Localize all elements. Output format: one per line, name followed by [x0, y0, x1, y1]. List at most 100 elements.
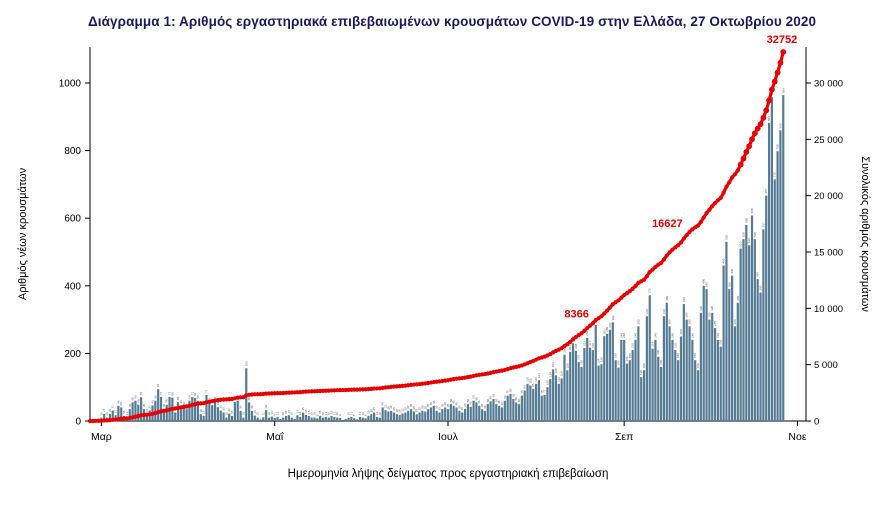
daily-cases-bar [455, 407, 458, 421]
cumulative-dot [749, 136, 755, 143]
daily-cases-bar [248, 402, 251, 421]
daily-cases-bar [640, 377, 643, 421]
bar-value-label: 80 [509, 388, 513, 392]
cumulative-dot [743, 149, 750, 155]
bar-value-label: 420 [756, 272, 760, 277]
bar-value-label: 32 [383, 405, 387, 409]
daily-cases-bar [103, 413, 106, 421]
daily-cases-bar [427, 409, 430, 421]
bar-value-label: 28 [386, 406, 390, 410]
daily-cases-bar [509, 393, 512, 421]
daily-cases-bar [111, 410, 114, 421]
daily-cases-bar [398, 414, 401, 421]
bar-value-label: 10 [321, 412, 325, 416]
bar-value-label: 45 [497, 400, 501, 404]
daily-cases-bar [529, 385, 532, 421]
bar-value-label: 30 [435, 405, 439, 409]
daily-cases-bar [336, 417, 339, 421]
bar-value-label: 251 [602, 329, 606, 334]
bar-value-label: 70 [139, 392, 143, 396]
daily-cases-bar [651, 348, 654, 421]
cumulative-dot [582, 328, 587, 333]
bar-value-label: 68 [193, 392, 197, 396]
bar-value-label: 380 [759, 285, 763, 290]
bar-value-label: 12 [324, 411, 328, 415]
cumulative-dot [664, 253, 669, 258]
daily-cases-bar [373, 412, 376, 421]
daily-cases-bar [267, 417, 271, 421]
cumulative-dot [590, 321, 596, 326]
bar-value-label: 280 [636, 319, 640, 324]
daily-cases-bar [577, 361, 580, 421]
bar-value-label: 160 [580, 360, 584, 365]
bar-value-label: 25 [460, 407, 464, 411]
daily-cases-bar [779, 130, 782, 421]
daily-cases-bar [384, 410, 387, 421]
daily-cases-bar [736, 302, 739, 421]
daily-cases-bar [239, 410, 242, 421]
daily-cases-bar [404, 412, 407, 421]
daily-cases-bar [341, 419, 344, 421]
bar-value-label: 56 [176, 396, 180, 400]
daily-cases-bar [211, 405, 214, 421]
daily-cases-bar [677, 360, 680, 421]
bar-value-label: 538 [753, 232, 757, 237]
daily-cases-bar [546, 387, 549, 421]
daily-cases-bar [441, 409, 444, 421]
cumulative-dot [565, 342, 570, 347]
x-tick-label: Σεπ [615, 431, 633, 443]
daily-cases-bar [625, 363, 629, 421]
daily-cases-bar [759, 292, 762, 421]
bar-value-label: 30 [406, 405, 410, 409]
bar-value-label: 240 [634, 333, 638, 338]
daily-cases-bar [679, 336, 683, 421]
bar-value-label: 45 [116, 400, 120, 404]
daily-cases-bar [662, 316, 666, 421]
daily-cases-bar [424, 411, 427, 421]
cumulative-dot [619, 295, 624, 300]
daily-cases-bar [390, 410, 393, 421]
cumulative-dot [769, 86, 775, 93]
cumulative-dot [650, 267, 655, 272]
bar-value-label: 48 [136, 399, 140, 403]
bar-value-label: 180 [693, 353, 697, 358]
bar-value-label: 196 [562, 347, 566, 352]
daily-cases-bar [620, 339, 623, 421]
daily-cases-bar [591, 350, 595, 421]
daily-cases-bar [202, 415, 205, 421]
bar-value-label: 270 [608, 322, 612, 327]
bar-value-label: 56 [213, 396, 217, 400]
bar-value-label: 40 [455, 402, 459, 406]
bar-value-label: 60 [503, 395, 507, 399]
daily-cases-bar [628, 360, 631, 421]
bar-value-label: 30 [420, 405, 424, 409]
bar-value-label: 292 [611, 315, 615, 320]
bar-value-label: 10 [99, 412, 103, 416]
bar-value-label: 50 [486, 398, 490, 402]
cumulative-dot [676, 243, 681, 248]
daily-cases-bar [767, 122, 771, 421]
daily-cases-bar [748, 245, 751, 421]
bar-value-label: 158 [616, 360, 620, 365]
daily-cases-bar [480, 409, 484, 421]
daily-cases-bar [552, 369, 555, 421]
cumulative-dot [715, 198, 721, 203]
cumulative-dot [630, 286, 635, 291]
daily-cases-bar [319, 415, 322, 421]
bar-value-label: 15 [307, 410, 311, 414]
bar-value-label: 10 [327, 412, 331, 416]
daily-cases-bar [344, 418, 347, 421]
bar-value-label: 180 [628, 353, 632, 358]
daily-cases-bar [634, 339, 637, 421]
bar-value-label: 280 [688, 319, 692, 324]
daily-cases-bar [134, 400, 137, 421]
bar-value-label: 10 [335, 412, 339, 416]
bar-value-label: 390 [727, 282, 731, 287]
bar-value-label: 65 [511, 393, 515, 397]
daily-cases-bar [617, 367, 620, 421]
daily-cases-bar [131, 402, 134, 421]
daily-cases-bar [534, 383, 538, 421]
bar-value-label: 20 [395, 409, 399, 413]
daily-cases-bar [705, 289, 708, 421]
daily-cases-bar [284, 415, 288, 421]
